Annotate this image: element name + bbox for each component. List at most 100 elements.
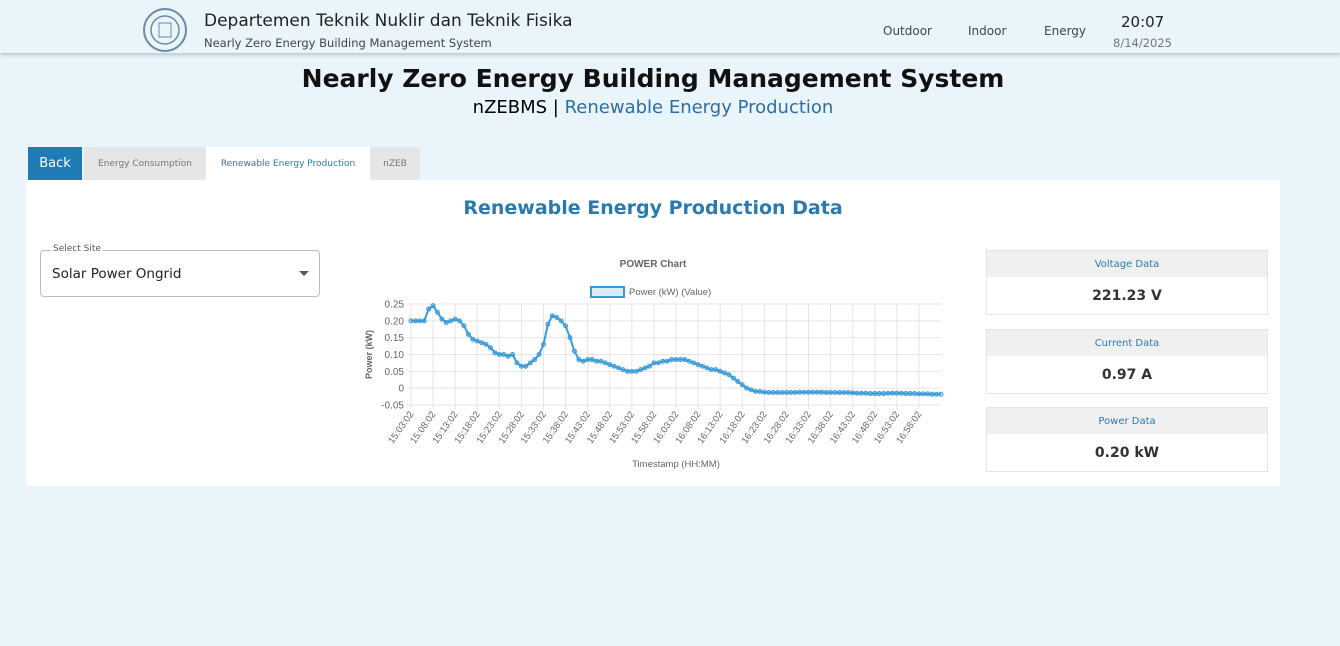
point <box>929 391 935 397</box>
point <box>616 365 622 371</box>
point <box>624 368 630 374</box>
tab[interactable]: nZEB <box>370 147 420 180</box>
point <box>527 360 533 366</box>
point <box>545 321 551 327</box>
point <box>797 389 803 395</box>
point <box>881 391 887 397</box>
tab-active[interactable]: Renewable Energy Production <box>206 147 370 180</box>
page-title: Nearly Zero Energy Building Management S… <box>301 64 1005 93</box>
point <box>916 391 922 397</box>
header: Departemen Teknik Nuklir dan Teknik Fisi… <box>0 0 1340 53</box>
point <box>934 391 940 397</box>
point <box>536 352 542 357</box>
point <box>854 390 860 396</box>
point <box>792 390 798 396</box>
point <box>841 390 847 396</box>
legend-swatch <box>590 286 625 298</box>
point <box>664 358 670 364</box>
y-axis-label: Power (kW) <box>364 330 374 379</box>
point <box>496 352 502 357</box>
point <box>633 368 639 374</box>
point <box>872 391 878 397</box>
point <box>660 358 666 364</box>
point <box>580 358 586 364</box>
point <box>426 306 432 312</box>
point <box>510 352 516 357</box>
y-tick-label: 0.20 <box>385 316 405 327</box>
point <box>783 390 789 396</box>
back-button[interactable]: Back <box>28 147 82 180</box>
point <box>474 338 480 344</box>
point <box>620 367 626 373</box>
point <box>757 389 763 395</box>
point <box>443 320 449 326</box>
tab[interactable]: Energy Consumption <box>84 147 206 180</box>
point <box>479 340 485 346</box>
point <box>655 360 661 366</box>
point <box>779 390 785 396</box>
point <box>549 313 555 319</box>
nav-item[interactable]: Energy <box>1044 24 1087 38</box>
x-axis-label: Timestamp (HH:MM) <box>632 459 720 470</box>
point <box>532 357 538 363</box>
card-title: Current Data <box>987 330 1267 356</box>
card: Current Data 0.97 A <box>986 329 1268 394</box>
point <box>638 367 644 373</box>
point <box>598 358 604 364</box>
card-value: 221.23 V <box>1092 287 1162 304</box>
point <box>700 363 705 369</box>
point <box>686 358 692 364</box>
point <box>903 391 909 397</box>
point <box>832 390 838 396</box>
point <box>925 391 931 397</box>
nav-item[interactable]: Indoor <box>968 24 1007 38</box>
point <box>576 357 582 363</box>
point <box>408 318 414 324</box>
point <box>894 390 900 396</box>
point <box>669 357 675 363</box>
point <box>867 391 873 397</box>
card-title: Power Data <box>987 408 1267 434</box>
point <box>766 390 772 396</box>
point <box>912 391 917 397</box>
point <box>739 382 745 388</box>
point <box>708 367 714 373</box>
point <box>682 357 688 363</box>
y-tick-label: 0 <box>398 384 404 395</box>
point <box>726 372 732 378</box>
point <box>704 365 710 371</box>
point <box>775 390 781 396</box>
point <box>602 360 608 366</box>
site-select[interactable]: Select Site Solar Power Ongrid <box>40 244 320 297</box>
card-value: 0.20 kW <box>1094 444 1160 461</box>
point <box>571 348 577 354</box>
point <box>435 309 440 315</box>
point <box>810 389 816 395</box>
point <box>607 362 613 368</box>
point <box>938 391 944 397</box>
point <box>448 318 454 324</box>
point <box>647 363 652 369</box>
card: Power Data 0.20 kW <box>986 407 1268 472</box>
point <box>836 390 842 396</box>
card-title: Voltage Data <box>987 251 1267 277</box>
point <box>828 390 834 396</box>
point <box>713 367 719 373</box>
nav-item[interactable]: Outdoor <box>883 24 932 38</box>
y-tick-label: 0.10 <box>385 350 405 361</box>
point <box>717 368 723 374</box>
point <box>430 303 436 309</box>
point <box>735 378 741 384</box>
point <box>819 389 825 395</box>
point <box>907 391 913 397</box>
point <box>695 362 701 368</box>
select-label: Select Site <box>51 244 103 254</box>
point <box>889 390 895 396</box>
point <box>452 316 458 322</box>
point <box>412 318 418 324</box>
line <box>411 304 941 396</box>
point <box>770 390 776 396</box>
point <box>722 370 728 376</box>
point <box>589 357 595 363</box>
